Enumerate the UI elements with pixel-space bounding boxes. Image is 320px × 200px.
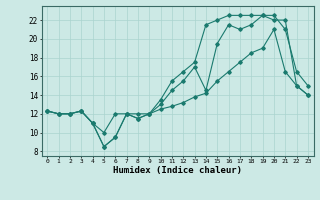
X-axis label: Humidex (Indice chaleur): Humidex (Indice chaleur) (113, 166, 242, 175)
